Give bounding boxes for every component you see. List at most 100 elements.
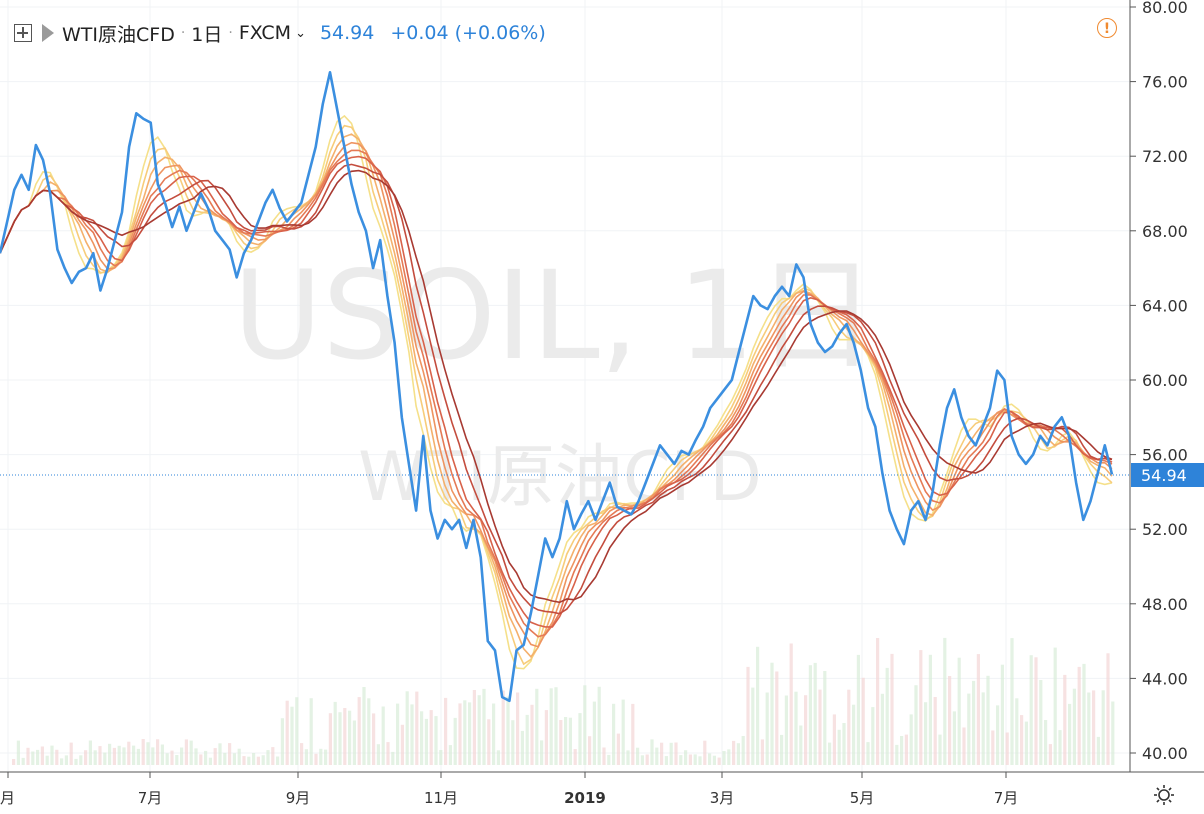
volume-bar xyxy=(621,699,625,765)
volume-bar xyxy=(189,740,193,765)
volume-bar xyxy=(285,700,289,765)
volume-bar xyxy=(1092,690,1096,765)
sun-gear-icon[interactable] xyxy=(1153,784,1175,806)
volume-bar xyxy=(804,695,808,765)
moving-average-ribbon xyxy=(0,114,1113,670)
volume-bar xyxy=(876,638,880,765)
volume-bar xyxy=(204,750,208,765)
volume-bar xyxy=(520,730,524,765)
volume-bar xyxy=(439,750,443,765)
volume-bar xyxy=(156,739,160,765)
volume-bar xyxy=(232,753,236,765)
volume-bar xyxy=(487,719,491,765)
volume-bar xyxy=(482,688,486,765)
y-tick-label: 72.00 xyxy=(1142,147,1188,166)
volume-bars xyxy=(12,637,1115,765)
volume-bar xyxy=(429,710,433,765)
volume-bar xyxy=(165,753,169,765)
x-tick-label: 11月 xyxy=(424,789,458,807)
volume-bar xyxy=(146,742,150,765)
y-tick-label: 48.00 xyxy=(1142,595,1188,614)
ma-line xyxy=(0,169,1113,604)
time-axis[interactable]: 月 7月 9月 11月 2019 3月 5月 7月 xyxy=(0,772,1018,807)
volume-bar xyxy=(468,702,472,765)
volume-bar xyxy=(736,743,740,765)
volume-bar xyxy=(760,739,764,765)
volume-bar xyxy=(170,750,174,765)
volume-bar xyxy=(1068,703,1072,765)
volume-bar xyxy=(784,695,788,765)
volume-bar xyxy=(79,755,83,765)
price-series xyxy=(0,71,1114,703)
volume-bar xyxy=(727,749,731,765)
volume-bar xyxy=(117,745,121,765)
volume-bar xyxy=(400,724,404,765)
volume-bar xyxy=(1072,688,1076,765)
volume-bar xyxy=(832,714,836,765)
volume-bar xyxy=(991,730,995,765)
volume-bar xyxy=(16,740,20,765)
volume-bar xyxy=(640,755,644,765)
volume-bar xyxy=(732,740,736,765)
volume-bar xyxy=(74,758,78,765)
volume-bar xyxy=(180,747,184,765)
symbol-name[interactable]: WTI原油CFD xyxy=(62,23,175,46)
volume-bar xyxy=(26,747,30,765)
x-tick-label: 3月 xyxy=(710,789,735,807)
volume-bar xyxy=(933,697,937,765)
volume-bar xyxy=(650,739,654,765)
volume-bar xyxy=(448,745,452,765)
volume-bar xyxy=(266,750,270,765)
volume-bar xyxy=(866,742,870,765)
price-axis[interactable]: 80.00 76.00 72.00 68.00 64.00 60.00 56.00 52.00… xyxy=(1130,0,1188,763)
price-axis-panel xyxy=(1130,0,1204,772)
volume-bar xyxy=(1020,715,1024,765)
volume-bar xyxy=(808,665,812,765)
watermark-line1: USOIL, 1日 xyxy=(233,245,877,387)
volume-bar xyxy=(909,714,913,765)
volume-bar xyxy=(352,720,356,765)
volume-bar xyxy=(1096,736,1100,765)
x-tick-label: 2019 xyxy=(564,789,606,807)
last-price-label: 54.94 xyxy=(1141,466,1187,485)
volume-bar xyxy=(386,742,390,765)
volume-bar xyxy=(184,739,188,765)
volume-bar xyxy=(381,706,385,765)
warning-icon[interactable]: ! xyxy=(1097,18,1117,38)
volume-bar xyxy=(64,755,68,765)
volume-bar xyxy=(84,750,88,765)
exchange-label[interactable]: FXCM xyxy=(238,22,292,44)
y-tick-label: 44.00 xyxy=(1142,669,1188,688)
chevron-down-icon[interactable]: ⌄ xyxy=(295,25,306,41)
volume-bar xyxy=(952,711,956,765)
volume-bar xyxy=(856,654,860,765)
volume-bar xyxy=(372,713,376,765)
expand-icon[interactable] xyxy=(14,24,32,42)
volume-bar xyxy=(237,748,241,765)
volume-bar xyxy=(516,692,520,765)
volume-bar xyxy=(208,757,212,765)
volume-bar xyxy=(890,653,894,765)
volume-bar xyxy=(280,718,284,765)
separator-dot: · xyxy=(180,25,186,41)
volume-bar xyxy=(660,742,664,765)
volume-bar xyxy=(103,752,107,765)
watermark: USOIL, 1日 WTI原油CFD xyxy=(233,245,877,517)
chart-legend: WTI原油CFD · 1日 · FXCM ⌄ 54.94 +0.04 (+0.0… xyxy=(14,18,546,48)
volume-bar xyxy=(247,756,251,765)
volume-bar xyxy=(751,687,755,765)
chart-grid xyxy=(0,0,1130,772)
volume-bar xyxy=(612,703,616,765)
volume-bar xyxy=(602,747,606,765)
volume-bar xyxy=(1063,674,1067,765)
y-tick-label: 56.00 xyxy=(1142,446,1188,465)
volume-bar xyxy=(1077,666,1081,765)
volume-bar xyxy=(981,692,985,765)
volume-bar xyxy=(722,751,726,765)
interval-label[interactable]: 1日 xyxy=(191,23,223,46)
volume-bar xyxy=(880,693,884,765)
volume-bar xyxy=(136,748,140,765)
volume-bar xyxy=(904,734,908,765)
volume-bar xyxy=(50,745,54,765)
